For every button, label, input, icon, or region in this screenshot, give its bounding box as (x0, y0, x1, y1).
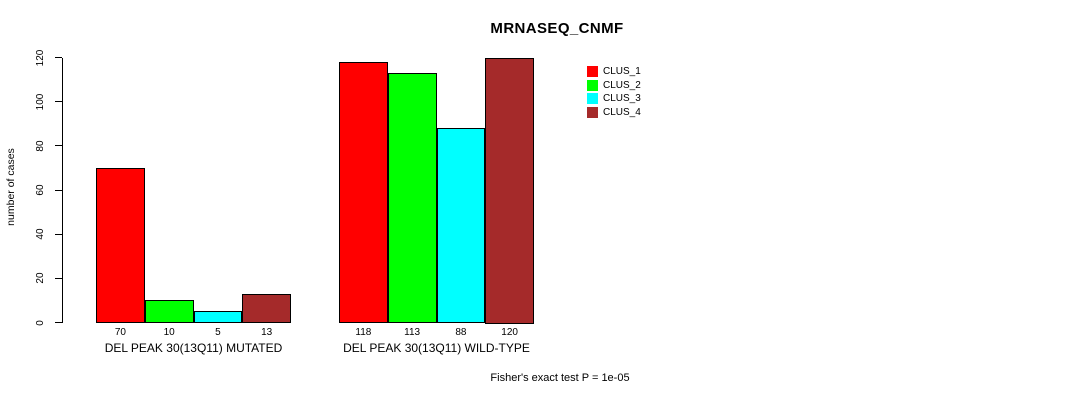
legend-label: CLUS_1 (603, 66, 641, 77)
bar-clus_4-group2 (485, 57, 534, 324)
stat-annotation: Fisher's exact test P = 1e-05 (490, 372, 630, 384)
y-axis-tick-label: 120 (35, 49, 46, 66)
y-axis-tick-label: 80 (35, 140, 46, 152)
bar-value-label: 5 (215, 327, 221, 338)
y-axis-tick (55, 145, 62, 147)
bar-value-label: 118 (355, 327, 372, 338)
legend-swatch-icon (587, 79, 598, 91)
legend-swatch-icon (587, 93, 598, 104)
y-axis-tick (55, 322, 62, 323)
legend-label: CLUS_2 (603, 79, 641, 91)
bar-value-label: 113 (404, 327, 421, 338)
legend: CLUS_1 CLUS_2 CLUS_3 CLUS_4 (587, 66, 641, 120)
bar-value-label: 10 (163, 327, 175, 338)
y-axis-tick-label: 100 (35, 93, 46, 110)
y-axis-tick (55, 101, 62, 103)
bar-clus_2-group2 (387, 72, 437, 324)
y-axis-tick (55, 233, 62, 235)
y-axis-tick-label: 60 (35, 184, 46, 196)
y-axis-tick (55, 189, 62, 191)
legend-label: CLUS_3 (603, 93, 641, 104)
y-axis-line (62, 57, 63, 323)
chart-title: MRNASEQ_CNMF (490, 20, 624, 37)
legend-item-clus_3: CLUS_3 (587, 93, 641, 104)
x-group-label: DEL PEAK 30(13Q11) MUTATED (104, 341, 283, 355)
y-axis-tick-label: 20 (35, 272, 46, 284)
y-axis-tick (55, 277, 62, 279)
y-axis-tick (55, 57, 62, 58)
bar-clus_3-group1 (193, 311, 243, 324)
bar-clus_3-group2 (436, 128, 486, 324)
bar-clus_2-group1 (144, 300, 194, 324)
legend-item-clus_4: CLUS_4 (587, 106, 641, 118)
legend-swatch-icon (587, 66, 598, 77)
legend-label: CLUS_4 (603, 106, 641, 118)
legend-swatch-icon (587, 106, 598, 118)
x-group-label: DEL PEAK 30(13Q11) WILD-TYPE (343, 341, 530, 355)
bar-clus_1-group1 (96, 167, 145, 324)
bar-value-label: 70 (114, 327, 126, 338)
legend-item-clus_1: CLUS_1 (587, 66, 641, 77)
legend-item-clus_2: CLUS_2 (587, 79, 641, 91)
bar-clus_4-group1 (242, 293, 291, 324)
bar-value-label: 13 (261, 327, 273, 338)
bar-value-label: 120 (501, 327, 518, 338)
y-axis-tick-label: 40 (35, 228, 46, 240)
y-axis-label: number of cases (5, 148, 17, 226)
y-axis-tick-label: 0 (35, 319, 46, 326)
bar-value-label: 88 (455, 327, 467, 338)
bar-clus_1-group2 (339, 61, 388, 324)
